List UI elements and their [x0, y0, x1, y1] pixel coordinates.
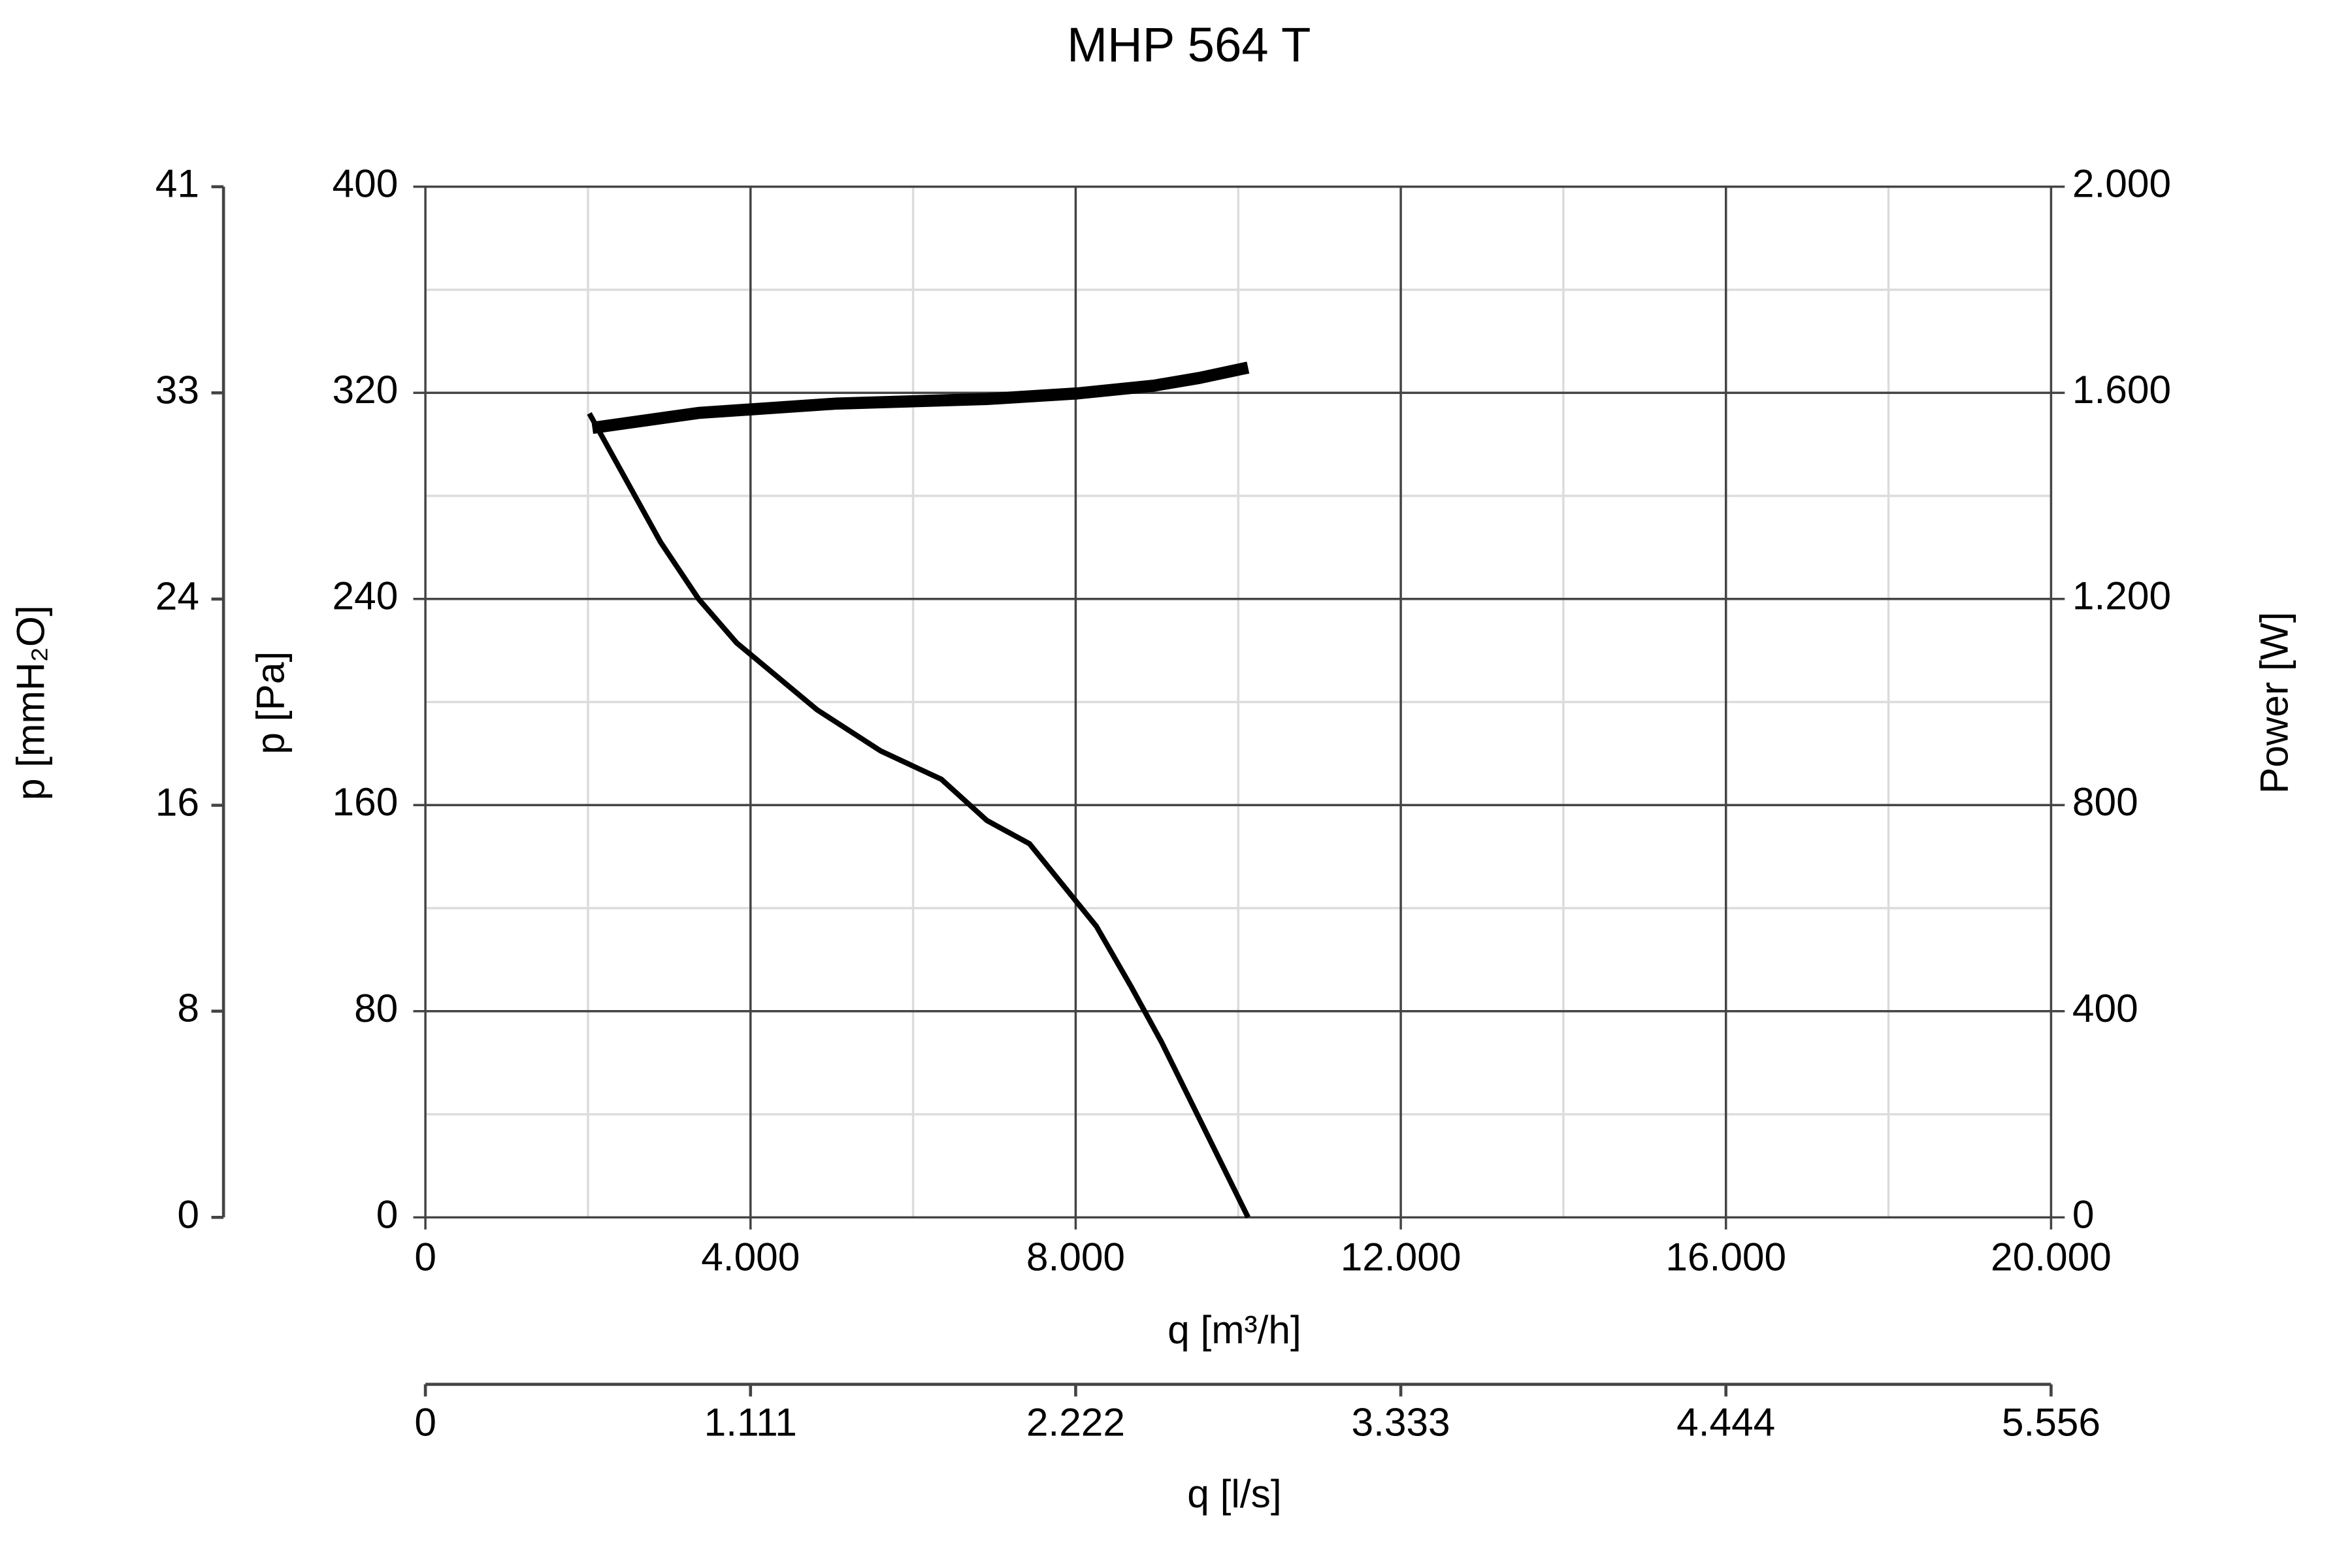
- power-curve: [591, 361, 1250, 434]
- x2-axis-label: q [l/s]: [1187, 1471, 1281, 1516]
- y-tick-label: 320: [333, 367, 399, 412]
- y2-tick-label: 1.600: [2072, 367, 2171, 412]
- y3-tick-label: 33: [155, 367, 199, 412]
- y-tick-label: 80: [354, 986, 398, 1030]
- x2-tick-label: 2.222: [1026, 1400, 1125, 1445]
- x-tick-label: 0: [414, 1234, 436, 1279]
- x2-tick-label: 3.333: [1351, 1400, 1450, 1445]
- y3-tick-label: 41: [155, 161, 199, 206]
- x-tick-label: 16.000: [1665, 1234, 1786, 1279]
- y3-axis-label: p [mmH₂O]: [8, 605, 53, 800]
- y3-tick-label: 16: [155, 779, 199, 824]
- y2-tick-label: 400: [2072, 986, 2138, 1030]
- y3-tick-label: 8: [177, 986, 199, 1030]
- y2-tick-label: 800: [2072, 779, 2138, 824]
- y2-tick-label: 0: [2072, 1192, 2095, 1236]
- y-tick-label: 160: [333, 779, 399, 824]
- y3-tick-label: 0: [177, 1192, 199, 1236]
- x2-tick-label: 0: [414, 1400, 436, 1445]
- y-axis-label: p [Pa]: [248, 651, 293, 755]
- x-tick-label: 4.000: [701, 1234, 800, 1279]
- y3-tick-label: 24: [155, 574, 199, 618]
- chart-title: MHP 564 T: [1067, 18, 1311, 72]
- x2-tick-label: 1.111: [704, 1400, 797, 1445]
- y2-tick-label: 1.200: [2072, 574, 2171, 618]
- y-tick-label: 0: [376, 1192, 399, 1236]
- pressure-curve: [587, 412, 1250, 1219]
- y-tick-label: 240: [333, 574, 399, 618]
- x-tick-label: 8.000: [1026, 1234, 1125, 1279]
- x-tick-label: 12.000: [1341, 1234, 1462, 1279]
- y2-tick-label: 2.000: [2072, 161, 2171, 206]
- y-tick-label: 400: [333, 161, 399, 206]
- x2-tick-label: 4.444: [1676, 1400, 1775, 1445]
- x-tick-label: 20.000: [1991, 1234, 2112, 1279]
- x2-tick-label: 5.556: [2002, 1400, 2100, 1445]
- x-axis-label: q [m³/h]: [1168, 1307, 1301, 1352]
- y2-axis-label: Power [W]: [2252, 612, 2296, 794]
